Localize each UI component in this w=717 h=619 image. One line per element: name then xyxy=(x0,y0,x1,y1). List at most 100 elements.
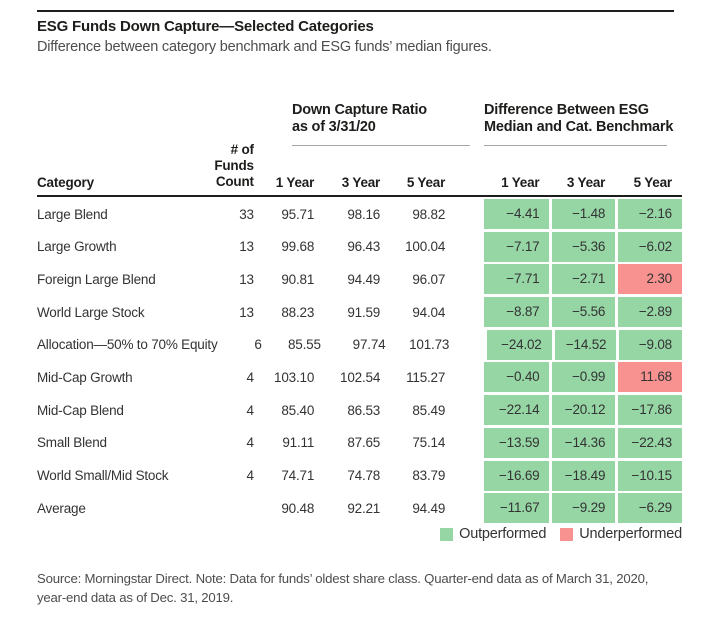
difference-cell: −0.99 xyxy=(552,362,616,393)
down-capture-cell: 74.78 xyxy=(347,468,381,483)
category-cell: Mid-Cap Blend xyxy=(37,402,124,418)
difference-cell: −0.40 xyxy=(483,362,550,393)
category-cell: Small Blend xyxy=(37,435,107,451)
legend-label-outperformed: Outperformed xyxy=(459,526,547,542)
category-cell: Foreign Large Blend xyxy=(37,271,156,287)
category-cell: Mid-Cap Growth xyxy=(37,369,133,385)
column-header-dc-5year: 5 Year xyxy=(406,175,446,190)
difference-cell: −24.02 xyxy=(487,329,552,360)
legend: Outperformed Underperformed xyxy=(440,526,682,542)
down-capture-cell: 83.79 xyxy=(412,468,446,483)
difference-cell: −9.08 xyxy=(619,329,682,360)
difference-cell: −10.15 xyxy=(618,460,682,491)
down-capture-cell: 95.71 xyxy=(281,206,315,222)
down-capture-cell: 102.54 xyxy=(340,369,381,385)
down-capture-cell: 86.53 xyxy=(347,402,381,418)
down-capture-cell: 88.23 xyxy=(281,304,315,320)
difference-cell: −9.29 xyxy=(552,493,616,524)
group-header-down-capture: Down Capture Ratio as of 3/31/20 xyxy=(292,102,470,146)
difference-cell: −13.59 xyxy=(483,427,550,458)
page-title: ESG Funds Down Capture—Selected Categori… xyxy=(37,18,374,35)
difference-cell: −4.41 xyxy=(483,199,550,229)
count-cell: 4 xyxy=(246,402,255,418)
table-row: Average 90.48 92.21 94.49 −11.67 −9.29 −… xyxy=(37,493,682,524)
table-row: Allocation—50% to 70% Equity 6 85.55 97.… xyxy=(37,329,682,360)
difference-cell: −7.17 xyxy=(483,231,550,262)
down-capture-cell: 92.21 xyxy=(347,500,381,516)
category-cell: Large Blend xyxy=(37,206,108,222)
table-row: Large Blend 33 95.71 98.16 98.82 −4.41 −… xyxy=(37,199,682,229)
difference-cell: −17.86 xyxy=(618,395,682,426)
down-capture-cell: 85.49 xyxy=(412,402,446,418)
column-header-dc-1year: 1 Year xyxy=(275,175,315,190)
down-capture-cell: 101.73 xyxy=(409,337,450,353)
difference-cell: −2.16 xyxy=(618,199,682,229)
count-cell: 13 xyxy=(239,271,254,287)
difference-cell: −8.87 xyxy=(483,297,550,328)
down-capture-cell: 91.11 xyxy=(282,435,315,451)
column-header-count-line1: # of Funds xyxy=(214,142,254,173)
down-capture-cell: 97.74 xyxy=(352,337,386,353)
source-footnote: Source: Morningstar Direct. Note: Data f… xyxy=(37,569,682,607)
count-cell: 13 xyxy=(239,304,254,320)
column-header-count-line2: Count xyxy=(215,174,254,189)
down-capture-cell: 94.49 xyxy=(347,271,381,287)
column-header-count: # of Funds Count xyxy=(188,142,254,190)
count-cell: 13 xyxy=(239,239,254,255)
column-header-dc-3year: 3 Year xyxy=(341,175,381,190)
table-row: Small Blend 4 91.11 87.65 75.14 −13.59 −… xyxy=(37,427,682,458)
difference-cell: −20.12 xyxy=(552,395,616,426)
down-capture-cell: 90.48 xyxy=(281,500,315,516)
table-row: Mid-Cap Blend 4 85.40 86.53 85.49 −22.14… xyxy=(37,395,682,426)
column-header-row: Category # of Funds Count 1 Year 3 Year … xyxy=(37,142,682,190)
category-cell: Allocation—50% to 70% Equity xyxy=(37,337,218,353)
down-capture-cell: 87.65 xyxy=(347,435,381,451)
down-capture-cell: 94.49 xyxy=(412,500,446,516)
down-capture-cell: 100.04 xyxy=(405,239,446,255)
down-capture-cell: 96.43 xyxy=(347,239,381,255)
down-capture-cell: 91.59 xyxy=(347,304,381,320)
group-header-difference-line2: Median and Cat. Benchmark xyxy=(484,119,674,135)
group-header-difference-line1: Difference Between ESG xyxy=(484,102,649,118)
down-capture-cell: 115.27 xyxy=(406,369,446,385)
difference-cell: −22.14 xyxy=(483,395,550,426)
legend-item-outperformed: Outperformed xyxy=(440,526,546,542)
table-row: World Small/Mid Stock 4 74.71 74.78 83.7… xyxy=(37,460,682,491)
column-header-diff-3year: 3 Year xyxy=(566,175,606,190)
difference-cell: −2.71 xyxy=(552,264,616,295)
category-cell: Average xyxy=(37,500,86,516)
down-capture-cell: 99.68 xyxy=(281,239,315,255)
difference-cell: −14.52 xyxy=(554,329,617,360)
difference-cell: −16.69 xyxy=(483,460,550,491)
table-row: Mid-Cap Growth 4 103.10 102.54 115.27 −0… xyxy=(37,362,682,393)
difference-cell: −18.49 xyxy=(552,460,616,491)
count-cell: 6 xyxy=(254,337,262,353)
source-footnote-line1: Source: Morningstar Direct. Note: Data f… xyxy=(37,571,649,586)
down-capture-cell: 103.10 xyxy=(274,369,315,385)
column-header-diff-5year: 5 Year xyxy=(633,175,673,190)
group-header-down-capture-line2: as of 3/31/20 xyxy=(292,119,376,135)
underperformed-swatch-icon xyxy=(560,527,574,541)
difference-cell: −7.71 xyxy=(483,264,550,295)
count-cell: 4 xyxy=(246,468,255,483)
table-row: Foreign Large Blend 13 90.81 94.49 96.07… xyxy=(37,264,682,295)
down-capture-cell: 90.81 xyxy=(281,271,315,287)
table-row: Large Growth 13 99.68 96.43 100.04 −7.17… xyxy=(37,231,682,262)
difference-cell: −6.02 xyxy=(618,231,682,262)
difference-cell: −14.36 xyxy=(552,427,616,458)
difference-cell: −2.89 xyxy=(618,297,682,328)
source-footnote-line2: year-end data as of Dec. 31, 2019. xyxy=(37,590,234,605)
difference-cell: −5.36 xyxy=(552,231,616,262)
down-capture-cell: 98.16 xyxy=(347,206,381,222)
difference-cell: 11.68 xyxy=(618,362,682,393)
legend-label-underperformed: Underperformed xyxy=(579,526,682,542)
down-capture-cell: 74.71 xyxy=(281,468,315,483)
difference-cell: −22.43 xyxy=(618,427,682,458)
group-header-down-capture-line1: Down Capture Ratio xyxy=(292,102,427,118)
outperformed-swatch-icon xyxy=(440,527,454,541)
difference-cell: −1.48 xyxy=(552,199,616,229)
down-capture-cell: 98.82 xyxy=(412,206,446,222)
down-capture-cell: 75.14 xyxy=(412,435,446,451)
down-capture-cell: 96.07 xyxy=(412,271,446,287)
difference-cell: −5.56 xyxy=(552,297,616,328)
